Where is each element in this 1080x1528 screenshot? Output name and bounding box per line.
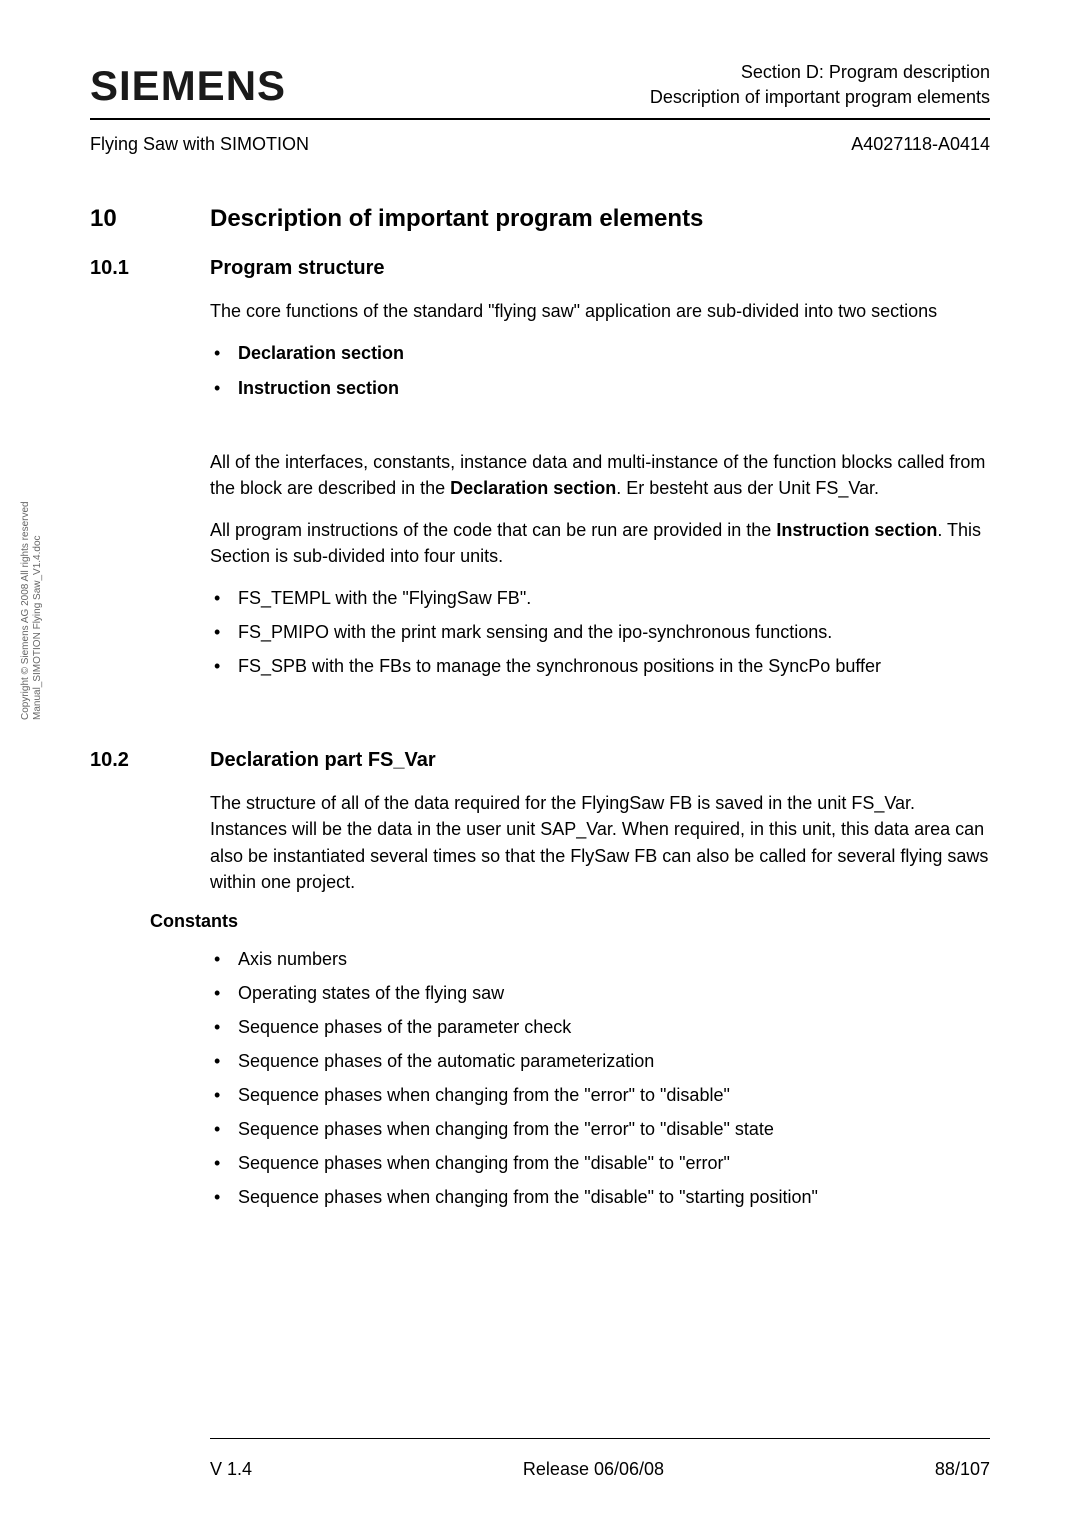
footer-page: 88/107 — [935, 1459, 990, 1480]
list-item: FS_SPB with the FBs to manage the synchr… — [210, 653, 990, 679]
doc-title: Flying Saw with SIMOTION — [90, 134, 309, 155]
para2-bold: Instruction section — [776, 520, 937, 540]
para2-part1: All program instructions of the code tha… — [210, 520, 776, 540]
section-10-1-intro: The core functions of the standard "flyi… — [210, 298, 990, 324]
para1-bold: Declaration section — [450, 478, 616, 498]
section-10-2-title: Declaration part FS_Var — [210, 749, 436, 772]
section-10-1-number: 10.1 — [90, 257, 210, 280]
section-10-2-heading: 10.2 Declaration part FS_Var — [90, 749, 990, 772]
section-10-1-heading: 10.1 Program structure — [90, 257, 990, 280]
copyright-line1: Copyright © Siemens AG 2008 All rights r… — [20, 501, 31, 720]
para-declaration: All of the interfaces, constants, instan… — [210, 449, 990, 501]
list-item: Instruction section — [210, 375, 990, 401]
header-row: SIEMENS Section D: Program description D… — [90, 60, 990, 120]
header-section-line1: Section D: Program description — [650, 60, 990, 85]
section-10-2-para: The structure of all of the data require… — [210, 790, 990, 894]
units-bullets: FS_TEMPL with the "FlyingSaw FB". FS_PMI… — [210, 585, 990, 679]
list-item: Sequence phases when changing from the "… — [210, 1082, 990, 1108]
list-item: Sequence phases when changing from the "… — [210, 1116, 990, 1142]
list-item: Declaration section — [210, 340, 990, 366]
declaration-bullets: Declaration section Instruction section — [210, 340, 990, 400]
header-right: Section D: Program description Descripti… — [650, 60, 990, 110]
para1-part2: . Er besteht aus der Unit FS_Var. — [616, 478, 879, 498]
bullet-label: Instruction section — [238, 378, 399, 398]
constants-label: Constants — [150, 911, 990, 932]
list-item: FS_PMIPO with the print mark sensing and… — [210, 619, 990, 645]
siemens-logo: SIEMENS — [90, 62, 286, 110]
section-10-heading: 10 Description of important program elem… — [90, 205, 990, 233]
list-item: Sequence phases of the parameter check — [210, 1014, 990, 1040]
para-instruction: All program instructions of the code tha… — [210, 517, 990, 569]
constants-bullets: Axis numbers Operating states of the fly… — [210, 946, 990, 1211]
doc-number: A4027118-A0414 — [851, 134, 990, 155]
section-10-title: Description of important program element… — [210, 205, 703, 233]
list-item: Sequence phases when changing from the "… — [210, 1184, 990, 1210]
list-item: FS_TEMPL with the "FlyingSaw FB". — [210, 585, 990, 611]
section-10-2-number: 10.2 — [90, 749, 210, 772]
subheader-row: Flying Saw with SIMOTION A4027118-A0414 — [90, 134, 990, 155]
vertical-copyright: Copyright © Siemens AG 2008 All rights r… — [20, 501, 44, 720]
footer-release: Release 06/06/08 — [523, 1459, 664, 1480]
footer-version: V 1.4 — [210, 1459, 252, 1480]
footer: V 1.4 Release 06/06/08 88/107 — [210, 1438, 990, 1480]
bullet-label: Declaration section — [238, 343, 404, 363]
list-item: Operating states of the flying saw — [210, 980, 990, 1006]
copyright-line2: Manual_SIMOTION Flying Saw_V1.4.doc — [32, 535, 43, 720]
list-item: Sequence phases of the automatic paramet… — [210, 1048, 990, 1074]
list-item: Axis numbers — [210, 946, 990, 972]
header-section-line2: Description of important program element… — [650, 85, 990, 110]
list-item: Sequence phases when changing from the "… — [210, 1150, 990, 1176]
section-10-number: 10 — [90, 205, 210, 233]
section-10-1-title: Program structure — [210, 257, 385, 280]
